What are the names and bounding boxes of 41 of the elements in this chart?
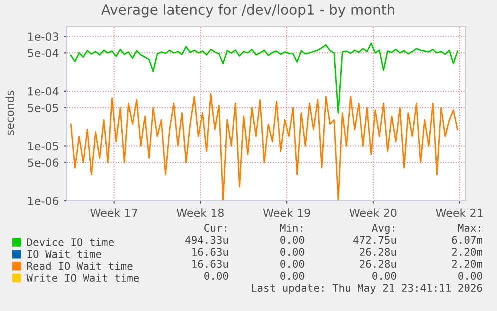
text: 0.00: [280, 260, 304, 268]
y-tick-label: 1e-06: [28, 196, 59, 206]
text: Min:: [280, 224, 302, 232]
text: 0.00: [458, 272, 482, 280]
text: 6.07m: [452, 236, 483, 244]
line-series: [70, 93, 458, 201]
y-tick-label: 5e-05: [28, 104, 58, 112]
text: Avg:: [372, 224, 394, 234]
x-tick-label: Week 21: [436, 208, 483, 218]
text: 472.75u: [354, 236, 396, 244]
text: 0.00: [280, 272, 304, 280]
text: Cur:: [204, 224, 226, 232]
text: 16.63u: [192, 248, 228, 256]
text: 494.33u: [186, 236, 228, 244]
text: Max:: [458, 224, 480, 232]
y-tick-label: 5e-06: [28, 158, 59, 168]
y-tick-label: 5e-04: [28, 49, 59, 58]
text: Last update: Thu May 21 23:41:11 2026: [252, 284, 482, 294]
text: 0.00: [280, 236, 304, 244]
legend-label: IO Wait time: [28, 250, 102, 258]
text: 26.28u: [360, 248, 396, 256]
y-tick-label: 1e-03: [28, 32, 58, 42]
legend-label: Read IO Wait time: [27, 262, 133, 270]
x-tick-label: Week 18: [177, 208, 224, 218]
text: 0.00: [204, 272, 228, 280]
chart-title: Average latency for /dev/loop1 - by month: [102, 4, 394, 18]
legend-label: Device IO time: [27, 238, 114, 246]
y-tick-label: 1e-05: [28, 142, 58, 151]
text: 2.20m: [452, 260, 483, 268]
legend-label: Write IO Wait time: [26, 274, 140, 282]
text: 16.63u: [192, 260, 228, 268]
text: 2.20m: [452, 248, 483, 256]
y-tick-label: 1e-04: [28, 87, 59, 96]
text: 0.00: [372, 272, 396, 280]
x-tick-label: Week 19: [263, 208, 310, 218]
line-series: [70, 42, 458, 114]
x-tick-label: Week 17: [90, 208, 138, 218]
text: 26.28u: [360, 260, 396, 268]
y-axis-title: seconds: [6, 90, 14, 136]
text: 0.00: [280, 248, 304, 256]
x-tick-label: Week 20: [350, 208, 397, 218]
